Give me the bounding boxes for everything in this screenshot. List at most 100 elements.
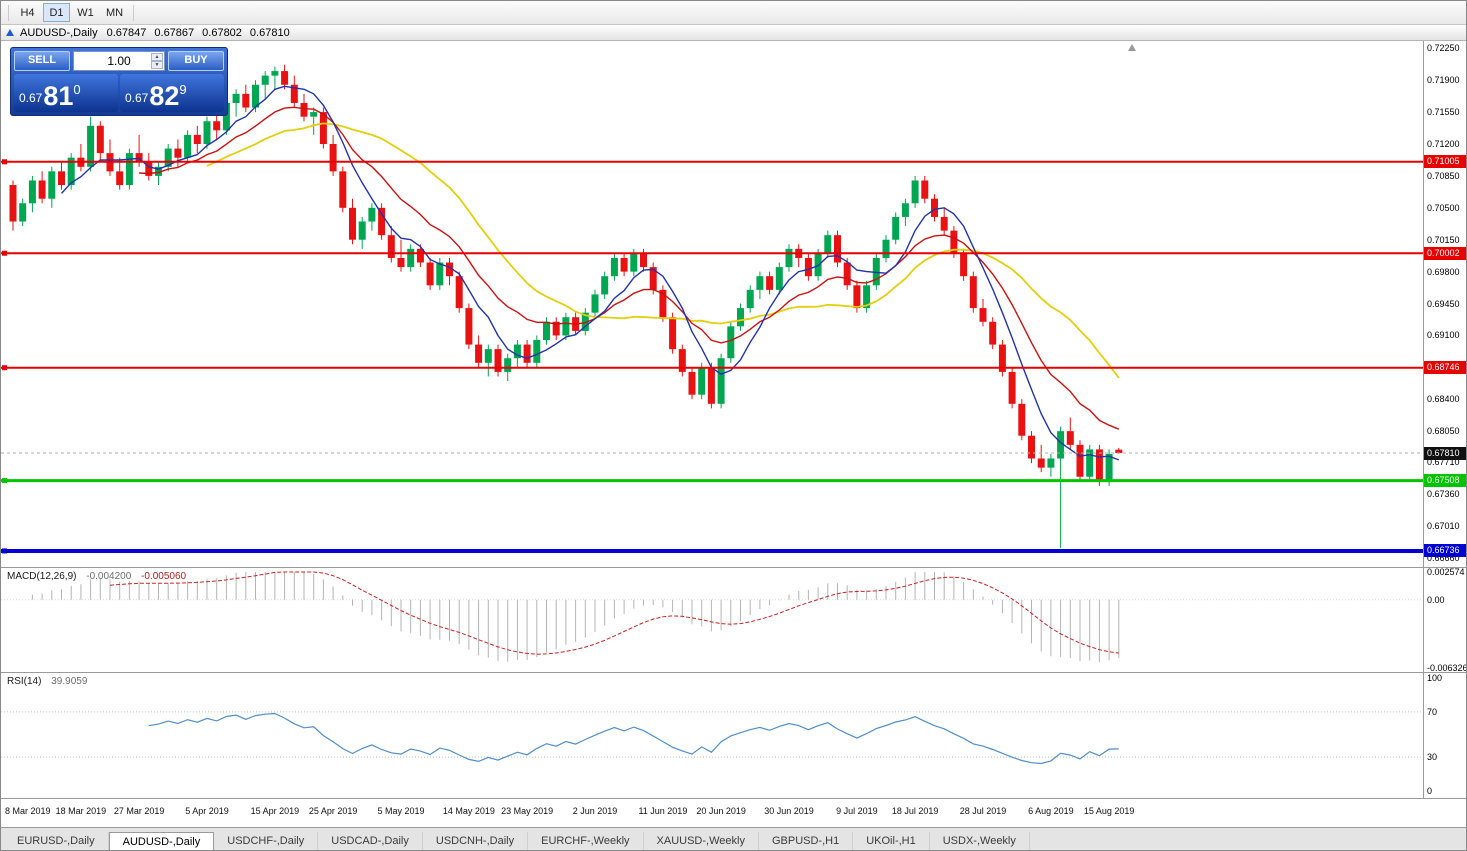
rsi-panel[interactable] [1,673,1423,798]
rsi-axis-label: 100 [1427,673,1443,683]
date-label: 11 Jun 2019 [638,806,688,816]
rsi-axis-label: 30 [1427,752,1438,763]
volume-down-icon[interactable]: ▼ [151,61,163,69]
panel-separator[interactable] [1,672,1466,673]
sell-price-big: 81 [43,81,74,111]
macd-histogram [31,572,1120,663]
price-axis-label: 0.70500 [1427,202,1460,213]
macd-axis-label: 0.002574 [1427,567,1465,577]
hline-anchor[interactable] [2,478,7,484]
price-axis-label: 0.67010 [1427,520,1460,531]
volume-up-icon[interactable]: ▲ [151,53,163,61]
price-axis-label: 0.71550 [1427,107,1460,118]
macd-axis-label: -0.006326 [1427,663,1467,673]
tab-eurchf-weekly[interactable]: EURCHF-,Weekly [528,832,644,850]
rsi-value: 39.9059 [51,676,88,687]
rsi-axis-label: 0 [1427,786,1433,796]
date-label: 28 Jul 2019 [959,806,1007,816]
macd-axis[interactable]: 0.002574 0.00 -0.006326 [1424,567,1467,673]
chart-title: AUDUSD-,Daily [20,26,98,39]
volume-value: 1.00 [107,54,131,68]
rsi-line [148,712,1119,765]
volume-spinner[interactable]: 1.00 ▲ ▼ [73,51,165,71]
sell-button[interactable]: SELL [14,51,70,71]
timeframe-d1-button[interactable]: D1 [43,3,70,22]
price-axis-label: 0.68400 [1427,394,1460,405]
price-axis-label: 0.69100 [1427,330,1460,341]
price-axis-label: 0.69450 [1427,298,1460,309]
date-label: 20 Jun 2019 [696,806,746,816]
price-axis-label: 0.68050 [1427,426,1460,437]
buy-button[interactable]: BUY [168,51,224,71]
timeframe-h4-button[interactable]: H4 [20,7,35,19]
price-axis[interactable]: 0.72250 0.71900 0.71550 0.71200 0.70850 0.705… [1424,41,1466,567]
tab-usdx-weekly[interactable]: USDX-,Weekly [930,832,1030,850]
macd-panel[interactable] [1,568,1423,672]
price-axis-label: 0.67360 [1427,489,1460,500]
price-badge-0.67810: 0.67810 [1424,446,1466,460]
date-label: 23 May 2019 [501,806,554,816]
date-axis[interactable]: 8 Mar 2019 18 Mar 2019 27 Mar 2019 5 Apr 20… [1,799,1423,827]
ohlc-high: 0.67867 [154,26,195,39]
chart-tab-bar: EURUSD-,Daily AUDUSD-,Daily USDCHF-,Daily U… [1,827,1466,850]
hline-anchor[interactable] [2,548,7,554]
date-label: 18 Jul 2019 [891,806,939,816]
tab-usdcad-daily[interactable]: USDCAD-,Daily [318,832,423,850]
price-badge-0.66736: 0.66736 [1424,544,1466,558]
toolbar-separator [8,4,9,21]
date-label: 9 Jul 2019 [836,806,878,816]
buy-price-big: 82 [149,81,180,111]
macd-signal-value: -0.005060 [141,571,187,582]
timeframe-w1-button[interactable]: W1 [77,7,94,19]
ohlc-close: 0.67810 [249,26,290,39]
date-label: 8 Mar 2019 [5,806,51,816]
date-label: 2 Jun 2019 [572,806,618,816]
ohlc-low: 0.67802 [202,26,242,39]
chart-titlebar: AUDUSD-,Daily 0.67847 0.67867 0.67802 0.… [1,25,1466,41]
hline-anchor[interactable] [2,250,7,256]
price-badge-0.70002: 0.70002 [1424,246,1466,260]
price-axis-label: 0.70150 [1427,234,1460,245]
hline-anchor[interactable] [2,365,7,371]
rsi-axis[interactable]: 100 70 30 0 [1424,673,1466,798]
price-axis-label: 0.66660 [1427,552,1460,563]
timeframe-toolbar: H4 D1 W1 MN [1,1,1466,25]
timeframe-mn-button[interactable]: MN [105,7,124,19]
sell-price-pip: 0 [73,82,81,97]
panel-separator [1,798,1466,799]
tab-eurusd-daily[interactable]: EURUSD-,Daily [4,832,109,850]
tab-ukoil-h1[interactable]: UKOil-,H1 [853,832,930,850]
panel-separator[interactable] [1,567,1466,568]
ma-fast-line [60,85,1120,461]
tab-usdchf-daily[interactable]: USDCHF-,Daily [214,832,319,850]
tab-gbpusd-h1[interactable]: GBPUSD-,H1 [759,832,854,850]
macd-signal-line [109,571,1119,655]
price-axis-label: 0.71200 [1427,139,1460,149]
rsi-label: RSI(14) 39.9059 [7,676,87,687]
chart-shift-marker-icon[interactable] [1128,44,1136,51]
date-label: 18 Mar 2019 [55,806,107,816]
date-label: 15 Apr 2019 [250,806,300,816]
one-click-toggle-icon[interactable] [6,29,14,36]
date-label: 15 Aug 2019 [1083,806,1135,816]
date-label: 14 May 2019 [442,806,495,816]
ma-mid-line [139,106,1120,430]
macd-name: MACD(12,26,9) [7,571,77,582]
price-axis-label: 0.72250 [1427,43,1460,54]
tab-xauusd-weekly[interactable]: XAUUSD-,Weekly [644,832,759,850]
date-label: 27 Mar 2019 [113,806,165,816]
tab-usdcnh-daily[interactable]: USDCNH-,Daily [423,832,529,850]
price-axis-separator [1423,41,1424,799]
tab-audusd-daily[interactable]: AUDUSD-,Daily [108,832,215,850]
date-label: 30 Jun 2019 [764,806,814,816]
macd-label: MACD(12,26,9) -0.004200 -0.005060 [7,571,186,582]
price-axis-label: 0.71900 [1427,75,1460,86]
sell-price-display[interactable]: 0.67 81 0 [14,74,118,112]
hline-anchor[interactable] [2,159,7,165]
date-label: 25 Apr 2019 [308,806,358,816]
price-chart[interactable] [1,41,1423,567]
price-badge-0.67508: 0.67508 [1424,474,1466,488]
date-label: 6 Aug 2019 [1028,806,1074,816]
buy-price-display[interactable]: 0.67 82 9 [120,74,224,112]
